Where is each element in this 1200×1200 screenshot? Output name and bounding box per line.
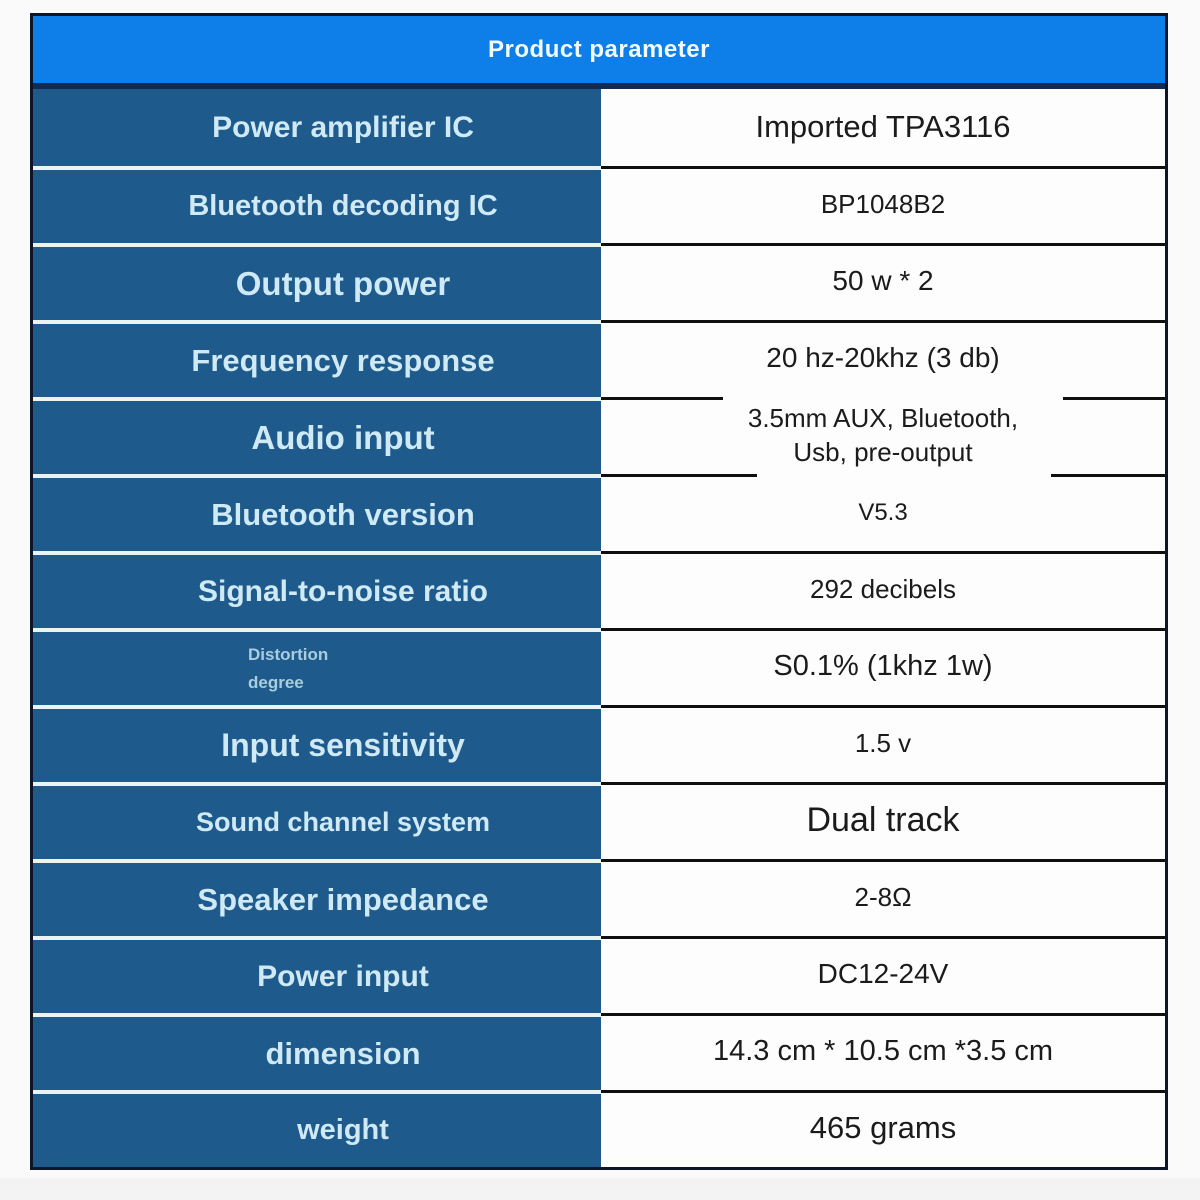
- param-label-cell: Bluetooth version: [33, 474, 601, 551]
- param-label: Signal-to-noise ratio: [197, 574, 488, 608]
- param-label: Output power: [235, 264, 451, 302]
- param-label-cell: Sound channel system: [33, 782, 601, 859]
- table-row: Signal-to-noise ratio 292 decibels: [33, 551, 1165, 628]
- param-value-cell: 3.5mm AUX, Bluetooth, Usb, pre-output: [601, 397, 1165, 474]
- table-row: Bluetooth decoding IC BP1048B2: [33, 166, 1165, 243]
- param-label: Power input: [257, 959, 429, 993]
- table-row: Power amplifier IC Imported TPA3116: [33, 89, 1165, 166]
- param-value: Dual track: [806, 801, 960, 840]
- param-label: Power amplifier IC: [212, 110, 474, 144]
- param-label: weight: [297, 1114, 389, 1147]
- param-label-cell: dimension: [33, 1013, 601, 1090]
- param-value-cell: S0.1% (1khz 1w): [601, 628, 1165, 705]
- param-value: DC12-24V: [817, 958, 949, 990]
- param-label: dimension: [265, 1035, 421, 1071]
- param-label: Speaker impedance: [197, 881, 489, 917]
- param-value: Imported TPA3116: [755, 109, 1011, 145]
- param-value: 292 decibels: [810, 573, 956, 604]
- param-value: 50 w * 2: [832, 265, 934, 297]
- param-value-cell: V5.3: [601, 474, 1165, 551]
- param-label: Frequency response: [191, 342, 495, 378]
- param-label-cell: Power input: [33, 936, 601, 1013]
- param-label-cell: Signal-to-noise ratio: [33, 551, 601, 628]
- table-row: Sound channel system Dual track: [33, 782, 1165, 859]
- param-value: 1.5 v: [854, 727, 912, 758]
- param-value: 14.3 cm * 10.5 cm *3.5 cm: [712, 1034, 1054, 1067]
- param-value-cell: 2-8Ω: [601, 859, 1165, 936]
- param-label-cell: Speaker impedance: [33, 859, 601, 936]
- param-value-cell: BP1048B2: [601, 166, 1165, 243]
- table-header: Product parameter: [33, 16, 1165, 89]
- param-label-cell: Frequency response: [33, 320, 601, 397]
- param-value-cell: Imported TPA3116: [601, 89, 1165, 166]
- param-value: 20 hz-20khz (3 db): [766, 342, 1000, 374]
- param-label: Bluetooth version: [211, 496, 475, 532]
- table-row: Distortion degree S0.1% (1khz 1w): [33, 628, 1165, 705]
- param-label-cell: Power amplifier IC: [33, 89, 601, 166]
- param-label-cell: Bluetooth decoding IC: [33, 166, 601, 243]
- param-value: 3.5mm AUX, Bluetooth, Usb, pre-output: [747, 402, 1019, 467]
- param-value-cell: 20 hz-20khz (3 db): [601, 320, 1165, 397]
- table-row: Speaker impedance 2-8Ω: [33, 859, 1165, 936]
- table-row: Frequency response 20 hz-20khz (3 db): [33, 320, 1165, 397]
- table-row: Audio input 3.5mm AUX, Bluetooth, Usb, p…: [33, 397, 1165, 474]
- param-label: Audio input: [251, 418, 435, 456]
- param-value: 465 grams: [809, 1110, 957, 1146]
- param-value-cell: 50 w * 2: [601, 243, 1165, 320]
- table-row: weight 465 grams: [33, 1090, 1165, 1167]
- param-label-cell: Input sensitivity: [33, 705, 601, 782]
- param-label: Input sensitivity: [221, 727, 465, 764]
- table-row: dimension 14.3 cm * 10.5 cm *3.5 cm: [33, 1013, 1165, 1090]
- table-title: Product parameter: [488, 35, 710, 63]
- param-label-cell: Distortion degree: [33, 628, 601, 705]
- param-label-cell: weight: [33, 1090, 601, 1167]
- param-label-cell: Audio input: [33, 397, 601, 474]
- param-label: Sound channel system: [195, 807, 491, 838]
- param-value-cell: 465 grams: [601, 1090, 1165, 1167]
- table-row: Power input DC12-24V: [33, 936, 1165, 1013]
- page-bottom-margin: [0, 1178, 1200, 1200]
- table-row: Output power 50 w * 2: [33, 243, 1165, 320]
- param-label-cell: Output power: [33, 243, 601, 320]
- product-parameter-table: Product parameter Power amplifier IC Imp…: [30, 13, 1168, 1170]
- param-value-cell: DC12-24V: [601, 936, 1165, 1013]
- param-value-cell: 1.5 v: [601, 705, 1165, 782]
- table-row: Input sensitivity 1.5 v: [33, 705, 1165, 782]
- param-value: V5.3: [858, 498, 908, 526]
- param-value-cell: 292 decibels: [601, 551, 1165, 628]
- param-value: 2-8Ω: [854, 881, 912, 912]
- param-value-cell: 14.3 cm * 10.5 cm *3.5 cm: [601, 1013, 1165, 1090]
- param-value-cell: Dual track: [601, 782, 1165, 859]
- table-row: Bluetooth version V5.3: [33, 474, 1165, 551]
- param-value: BP1048B2: [820, 188, 946, 219]
- param-value: S0.1% (1khz 1w): [773, 649, 993, 682]
- param-label: Bluetooth decoding IC: [188, 190, 498, 223]
- param-label: Distortion degree: [248, 645, 329, 692]
